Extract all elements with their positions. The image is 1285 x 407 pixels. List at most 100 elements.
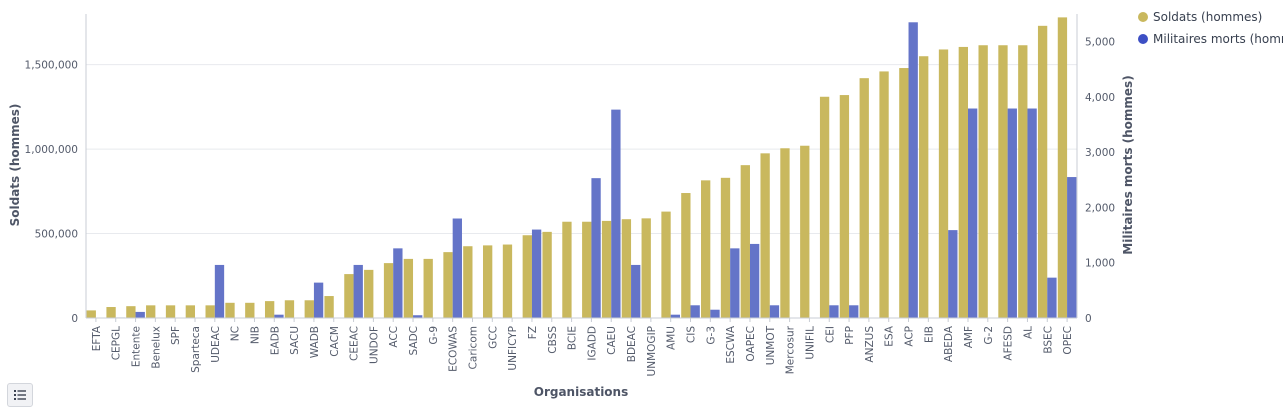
bar-militaires-morts[interactable]	[967, 108, 978, 319]
bar-soldats[interactable]	[205, 305, 215, 318]
bar-soldats[interactable]	[383, 263, 394, 318]
legend-item-soldats[interactable]: Soldats (hommes)	[1138, 6, 1283, 28]
bar-soldats[interactable]	[225, 302, 235, 318]
bar-soldats[interactable]	[879, 71, 889, 318]
bar-soldats[interactable]	[403, 258, 414, 318]
bar-soldats[interactable]	[344, 274, 354, 318]
bar-militaires-morts[interactable]	[393, 248, 403, 318]
bar-soldats[interactable]	[800, 145, 810, 318]
bar-militaires-morts[interactable]	[1047, 277, 1057, 318]
bar-soldats[interactable]	[482, 245, 493, 318]
bar-soldats[interactable]	[859, 78, 869, 318]
bar-soldats[interactable]	[661, 211, 671, 318]
bar-militaires-morts[interactable]	[452, 218, 462, 318]
x-tick-label: UNIFIL	[804, 326, 816, 360]
bar-soldats[interactable]	[641, 218, 651, 318]
bar-militaires-morts[interactable]	[531, 229, 542, 318]
left-tick-label: 1,000,000	[25, 144, 78, 156]
right-tick-label: 2,000	[1085, 202, 1115, 214]
bar-soldats[interactable]	[542, 231, 552, 318]
bar-militaires-morts[interactable]	[135, 311, 145, 318]
bar-soldats[interactable]	[978, 45, 988, 318]
bar-soldats[interactable]	[364, 269, 374, 318]
bar-soldats[interactable]	[582, 221, 592, 318]
bar-soldats[interactable]	[245, 302, 255, 318]
bar-soldats[interactable]	[839, 95, 850, 318]
bar-militaires-morts[interactable]	[1067, 177, 1077, 318]
bar-soldats[interactable]	[185, 305, 196, 318]
bar-militaires-morts[interactable]	[749, 243, 760, 318]
right-tick-label: 1,000	[1085, 258, 1115, 270]
bar-soldats[interactable]	[562, 221, 572, 318]
bar-soldats[interactable]	[899, 68, 909, 319]
bar-soldats[interactable]	[621, 219, 632, 318]
bar-soldats[interactable]	[463, 246, 473, 318]
bar-soldats[interactable]	[423, 258, 433, 318]
bar-soldats[interactable]	[146, 305, 156, 318]
x-tick-label: AMF	[963, 326, 975, 348]
bar-militaires-morts[interactable]	[591, 178, 601, 318]
bar-soldats[interactable]	[681, 193, 691, 318]
bar-soldats[interactable]	[165, 305, 176, 318]
bar-militaires-morts[interactable]	[710, 309, 720, 318]
bar-soldats[interactable]	[819, 96, 830, 318]
bar-militaires-morts[interactable]	[948, 230, 958, 318]
bar-militaires-morts[interactable]	[1027, 108, 1037, 319]
x-tick-label: BDEAC	[626, 326, 638, 362]
x-tick-label: SPF	[170, 326, 182, 345]
x-tick-label: WADB	[309, 326, 321, 358]
bar-militaires-morts[interactable]	[214, 264, 225, 318]
bar-militaires-morts[interactable]	[413, 315, 423, 318]
bar-soldats[interactable]	[264, 301, 275, 318]
right-tick-label: 0	[1085, 313, 1092, 325]
bar-soldats[interactable]	[106, 307, 116, 318]
x-tick-label: CBSS	[547, 326, 559, 354]
bar-soldats[interactable]	[919, 56, 929, 318]
legend-toggle-button[interactable]	[7, 383, 33, 407]
bar-soldats[interactable]	[958, 46, 968, 318]
bar-militaires-morts[interactable]	[730, 248, 740, 318]
x-tick-label: CEPGL	[111, 326, 123, 360]
bar-soldats[interactable]	[938, 49, 949, 318]
x-tick-label: CEI	[824, 326, 836, 343]
bar-militaires-morts[interactable]	[1007, 108, 1017, 319]
bar-militaires-morts[interactable]	[908, 22, 918, 319]
bar-militaires-morts[interactable]	[631, 264, 641, 318]
left-tick-label: 500,000	[35, 229, 78, 241]
bar-militaires-morts[interactable]	[353, 264, 363, 318]
bar-soldats[interactable]	[502, 244, 513, 318]
bar-soldats[interactable]	[324, 296, 334, 318]
bar-soldats[interactable]	[1018, 45, 1028, 318]
bar-soldats[interactable]	[1057, 17, 1068, 318]
bar-soldats[interactable]	[701, 180, 711, 318]
x-tick-label: AMU	[666, 326, 678, 350]
bar-soldats[interactable]	[760, 153, 770, 318]
bar-soldats[interactable]	[601, 220, 612, 318]
right-tick-label: 4,000	[1085, 92, 1115, 104]
bar-soldats[interactable]	[522, 235, 532, 318]
bar-soldats[interactable]	[1037, 25, 1048, 318]
bar-militaires-morts[interactable]	[769, 305, 780, 318]
bar-militaires-morts[interactable]	[670, 314, 681, 318]
x-tick-label: ESCWA	[725, 325, 737, 363]
legend: Soldats (hommes) Militaires morts (homme…	[1138, 6, 1283, 50]
bar-militaires-morts[interactable]	[611, 109, 621, 318]
bar-soldats[interactable]	[740, 165, 750, 318]
bar-soldats[interactable]	[780, 148, 790, 318]
bar-soldats[interactable]	[284, 300, 295, 318]
bar-soldats[interactable]	[443, 252, 453, 318]
bar-soldats[interactable]	[86, 310, 96, 318]
bar-militaires-morts[interactable]	[690, 305, 700, 318]
bar-militaires-morts[interactable]	[313, 282, 324, 318]
bar-soldats[interactable]	[998, 45, 1008, 318]
x-tick-label: G-3	[705, 326, 717, 345]
x-tick-label: BSEC	[1042, 326, 1054, 354]
bar-militaires-morts[interactable]	[829, 305, 839, 318]
left-tick-label: 1,500,000	[25, 60, 78, 72]
bar-militaires-morts[interactable]	[274, 314, 284, 318]
legend-item-militaires-morts[interactable]: Militaires morts (hommes)	[1138, 28, 1283, 50]
bar-soldats[interactable]	[304, 300, 314, 318]
bar-militaires-morts[interactable]	[849, 305, 859, 318]
bar-soldats[interactable]	[720, 177, 731, 318]
bar-soldats[interactable]	[126, 306, 136, 318]
